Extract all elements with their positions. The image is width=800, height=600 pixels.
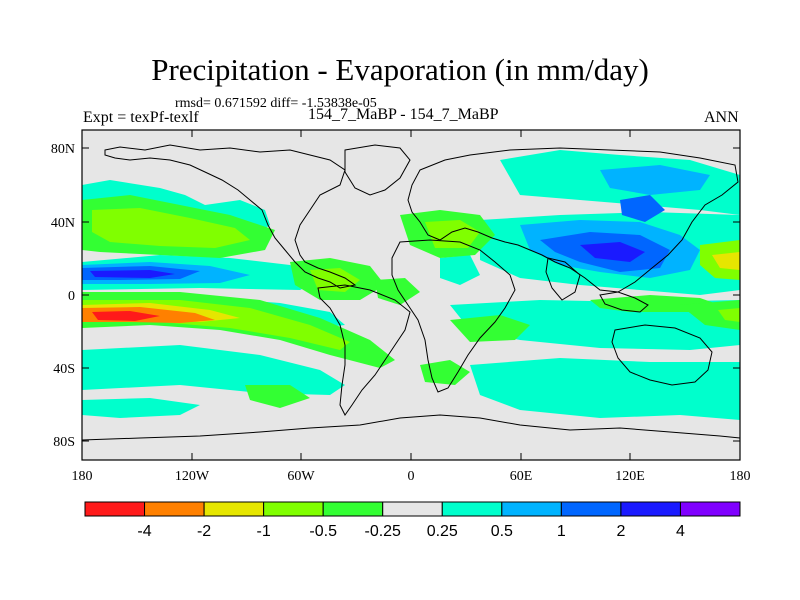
colorbar-swatch (441, 501, 503, 517)
anomaly-region (245, 385, 310, 408)
anomaly-region (82, 345, 345, 395)
lon-tick-label: 120W (175, 469, 210, 484)
lat-tick-label: 80S (53, 435, 75, 450)
colorbar-swatch (84, 501, 146, 517)
colorbar-label: 4 (676, 523, 685, 540)
anomaly-region (470, 358, 740, 420)
anomaly-region (90, 270, 175, 278)
colorbar-label: -2 (197, 523, 211, 540)
lon-tick-label: 60W (287, 469, 315, 484)
colorbar-swatch (322, 501, 384, 517)
colorbar-label: -0.5 (309, 523, 337, 540)
lon-tick-label: 180 (72, 469, 93, 484)
anomaly-region (712, 252, 740, 270)
colorbar-swatch (620, 501, 681, 517)
colorbar-swatch (560, 501, 622, 517)
anomaly-region (680, 300, 740, 330)
lon-tick-label: 180 (730, 469, 751, 484)
lon-tick-label: 120E (615, 469, 645, 484)
lat-tick-label: 40S (53, 362, 75, 377)
coastline-south-america (317, 284, 411, 416)
colorbar (84, 501, 741, 517)
coastline-north-america (104, 144, 357, 289)
colorbar-swatch (144, 501, 205, 517)
colorbar-swatch (501, 501, 562, 517)
anomaly-region (600, 165, 710, 195)
coastlines (82, 144, 740, 441)
lat-tick-label: 0 (68, 289, 75, 304)
colorbar-label: 2 (616, 523, 625, 540)
experiment-label: Expt = texPf-texlf (83, 109, 199, 126)
colorbar-swatch (679, 501, 741, 517)
colorbar-label: -0.25 (364, 523, 401, 540)
colorbar-labels: -4 -2 -1 -0.5 -0.25 0.25 0.5 1 2 4 (137, 523, 685, 540)
season-label: ANN (704, 109, 739, 126)
coastline-greenland (344, 144, 411, 196)
anomaly-region (718, 308, 740, 322)
anomaly-region (450, 300, 740, 350)
colorbar-label: -4 (137, 523, 151, 540)
colorbar-swatch (263, 501, 324, 517)
lon-tick-label: 60E (510, 469, 533, 484)
anomaly-region (440, 255, 480, 285)
colorbar-label: -1 (257, 523, 271, 540)
coastline-eurasia (407, 147, 739, 293)
colorbar-swatch (382, 501, 443, 517)
colorbar-swatch (203, 501, 265, 517)
coastline-maritime-continent (599, 291, 649, 313)
lon-tick-label: 0 (408, 469, 415, 484)
lat-tick-label: 80N (51, 142, 75, 157)
lat-axis: 80N 40N 0 40S 80S (51, 142, 740, 450)
anomaly-region (620, 195, 665, 222)
coastline-antarctica (82, 414, 740, 441)
colorbar-label: 1 (557, 523, 566, 540)
lat-tick-label: 40N (51, 216, 75, 231)
plot-subtitle: 154_7_MaBP - 154_7_MaBP (308, 106, 499, 123)
stats-text: rmsd= 0.671592 diff= -1.53838e-05 (175, 96, 377, 111)
anomaly-region (450, 315, 530, 342)
anomaly-region (580, 242, 645, 262)
coastline-australia (611, 324, 713, 386)
plot-title: Precipitation - Evaporation (in mm/day) (151, 52, 649, 87)
colorbar-label: 0.25 (427, 523, 458, 540)
coastline-india (545, 257, 581, 301)
lon-axis: 180 120W 60W 0 60E 120E 180 (72, 130, 751, 484)
anomaly-region (82, 398, 200, 418)
anomaly-region (92, 208, 250, 248)
anomaly-region (375, 278, 420, 305)
coastline-africa (391, 239, 516, 393)
anomaly-region (92, 311, 160, 321)
colorbar-label: 0.5 (491, 523, 513, 540)
anomaly-field (82, 144, 740, 441)
